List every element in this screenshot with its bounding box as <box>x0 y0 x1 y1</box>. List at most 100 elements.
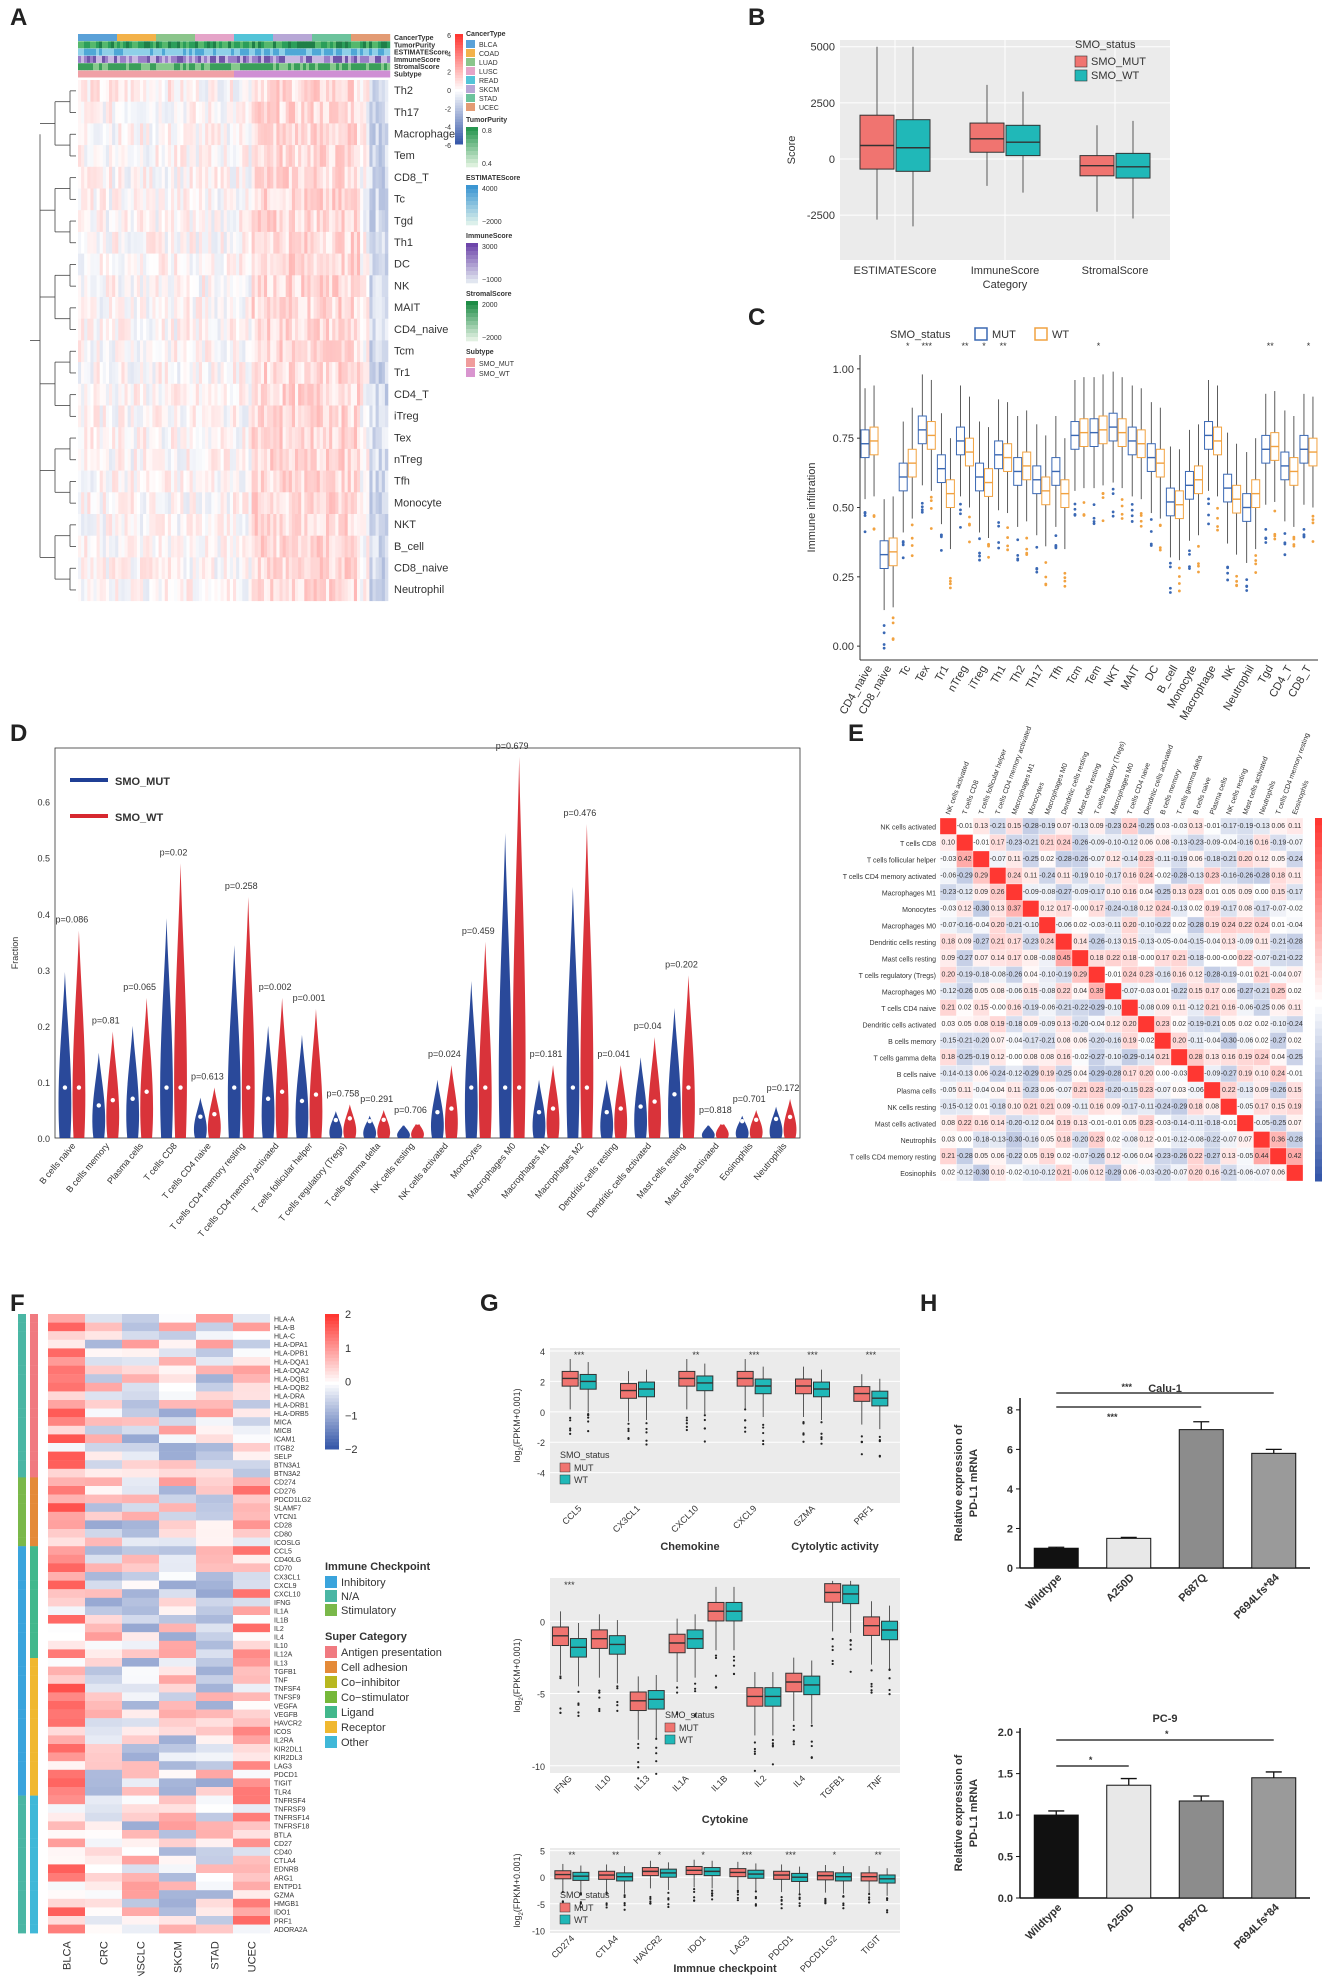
heatmap-cell <box>192 579 197 602</box>
heatmap-cell <box>90 535 94 558</box>
corr-value: -0.07 <box>1270 906 1286 913</box>
corr-value: 0.05 <box>974 988 988 995</box>
corr-value: -0.23 <box>1023 939 1039 946</box>
heatmap-cell <box>152 210 156 233</box>
heatmap-cell <box>205 275 209 298</box>
category-cell <box>30 1331 38 1340</box>
heatmap-cell <box>167 318 172 341</box>
heatmap-cell <box>276 535 280 558</box>
category-cell <box>30 1339 38 1349</box>
heatmap-cell <box>233 1357 270 1366</box>
heatmap-cell <box>202 123 206 146</box>
heatmap-cell <box>353 188 358 211</box>
heatmap-cell <box>273 318 277 341</box>
row-label-DC: DC <box>394 259 410 271</box>
corr-cell <box>1220 1098 1238 1116</box>
annotation-cell <box>198 63 202 71</box>
violin-T cells CD4 memory resting <box>227 945 241 1138</box>
annotation-cell <box>219 63 223 71</box>
outlier <box>1016 553 1020 557</box>
annotation-cell <box>87 63 91 71</box>
heatmap-cell <box>332 297 336 319</box>
heatmap-cell <box>208 166 212 189</box>
heatmap-cell <box>183 123 187 146</box>
heatmap-cell <box>186 166 190 189</box>
annotation-cell <box>159 48 163 56</box>
heatmap-cell <box>84 210 88 233</box>
heatmap-cell <box>260 275 265 298</box>
heatmap-cell <box>122 1348 159 1358</box>
heatmap-cell <box>378 470 383 493</box>
scale-swatch <box>455 69 463 73</box>
heatmap-cell <box>115 535 119 558</box>
heatmap-cell <box>140 579 144 602</box>
scale-swatch <box>455 91 463 95</box>
corr-value: -0.27 <box>1204 1153 1220 1160</box>
heatmap-cell <box>149 210 153 233</box>
heatmap-cell <box>360 145 364 168</box>
heatmap-cell <box>270 470 274 493</box>
annotation-cell <box>120 48 124 56</box>
heatmap-cell <box>171 166 175 189</box>
heatmap-cell <box>381 535 386 558</box>
heatmap-cell <box>192 383 197 406</box>
corr-value: 0.19 <box>1238 1071 1252 1078</box>
heatmap-cell <box>239 80 243 102</box>
heatmap-cell <box>48 1314 85 1323</box>
annotation-cell <box>282 41 286 49</box>
heatmap-cell <box>363 492 367 515</box>
heatmap-cell <box>236 535 240 558</box>
heatmap-cell <box>183 188 187 211</box>
heatmap-cell <box>158 557 162 580</box>
corr-cell <box>956 834 974 852</box>
annotation-cell <box>174 70 178 78</box>
corr-value: 0.09 <box>1238 889 1252 896</box>
heatmap-cell <box>313 579 317 602</box>
heatmap-cell <box>264 340 268 363</box>
heatmap-cell <box>158 383 162 406</box>
violin-median <box>652 1099 657 1104</box>
heatmap-cell <box>239 535 243 558</box>
corr-value: 0.02 <box>1040 856 1054 863</box>
heatmap-cell <box>214 470 218 493</box>
annotation-cell <box>345 55 349 63</box>
heatmap-cell <box>180 514 184 536</box>
heatmap-cell <box>329 210 333 233</box>
annotation-cell <box>78 55 82 63</box>
heatmap-cell <box>177 535 181 558</box>
heatmap-cell <box>158 405 162 428</box>
heatmap-cell <box>248 318 252 341</box>
heatmap-cell <box>316 145 321 168</box>
annotation-cell <box>114 34 118 41</box>
scale-swatch <box>455 36 463 40</box>
heatmap-cell <box>127 318 131 341</box>
corr-value: -0.01 <box>1204 823 1220 830</box>
panel-label-g: G <box>480 1290 499 1317</box>
annotation-cell <box>195 41 199 49</box>
heatmap-cell <box>341 470 345 493</box>
scale-swatch <box>455 100 463 104</box>
heatmap-cell <box>149 166 153 189</box>
corr-value: -0.28 <box>957 1153 973 1160</box>
annotation-cell <box>168 70 172 78</box>
scale-swatch <box>1315 984 1322 993</box>
outlier <box>1245 589 1249 592</box>
heatmap-cell <box>329 514 333 536</box>
annotation-cell <box>219 41 223 49</box>
annotation-cell <box>375 34 379 41</box>
heatmap-cell <box>264 297 268 319</box>
heatmap-cell <box>81 80 85 102</box>
heatmap-cell <box>152 514 156 536</box>
heatmap-cell <box>115 145 119 168</box>
heatmap-cell <box>177 297 181 319</box>
heatmap-cell <box>236 275 240 298</box>
annotation-cell <box>189 48 193 56</box>
annotation-cell <box>279 41 283 49</box>
heatmap-cell <box>285 145 290 168</box>
annotation-cell <box>264 34 268 41</box>
annotation-cell <box>150 41 154 49</box>
corr-value: -0.12 <box>957 889 973 896</box>
heatmap-cell <box>288 448 293 471</box>
heatmap-cell <box>208 427 212 450</box>
outlier <box>1063 571 1067 575</box>
